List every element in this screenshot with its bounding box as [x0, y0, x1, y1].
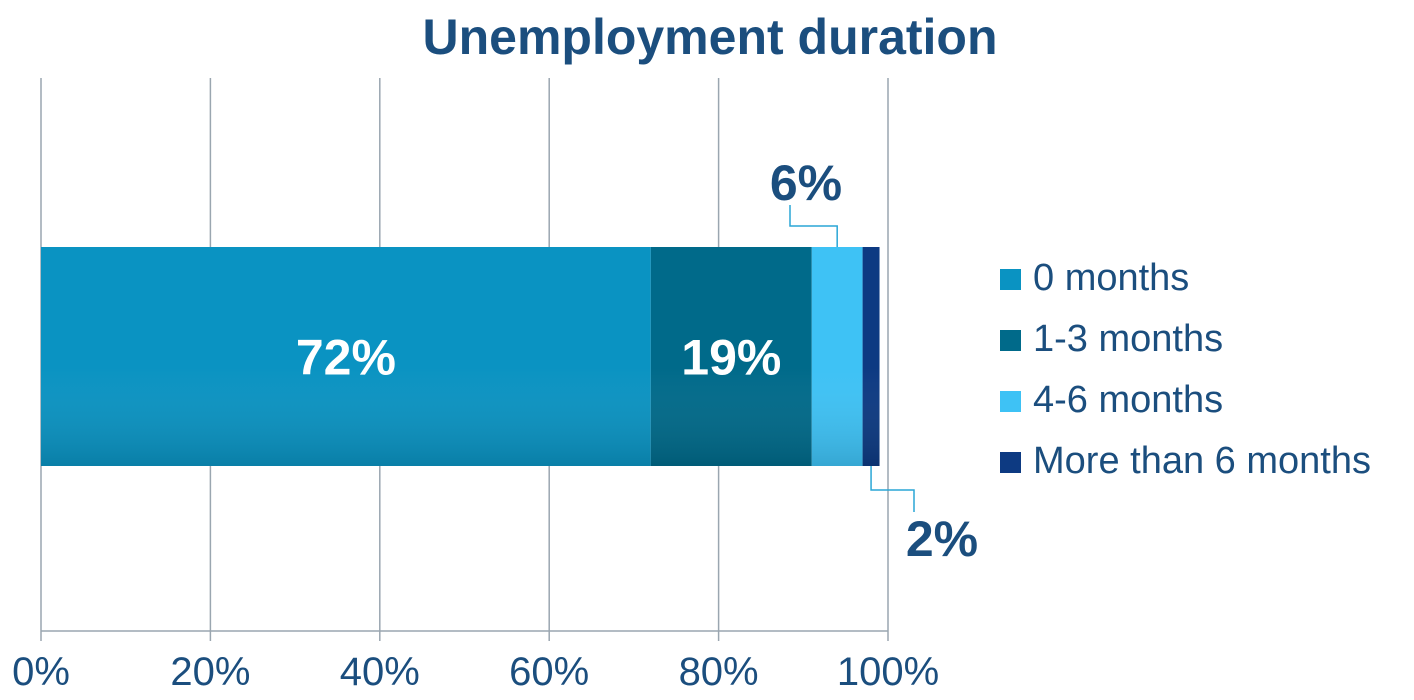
bar-segment-shade	[862, 247, 880, 466]
legend-label: More than 6 months	[1033, 440, 1371, 482]
leader-line	[789, 205, 838, 247]
x-tick-label: 80%	[679, 650, 759, 694]
legend-label: 1-3 months	[1033, 318, 1223, 360]
x-tick-label: 40%	[340, 650, 420, 694]
bar-segments	[41, 247, 880, 466]
legend-swatch	[1000, 452, 1021, 473]
data-label: 72%	[296, 330, 396, 386]
bar-segment-shade	[811, 247, 863, 466]
chart-title: Unemployment duration	[422, 9, 997, 65]
legend-label: 4-6 months	[1033, 379, 1223, 421]
x-tick-label: 20%	[170, 650, 250, 694]
data-label: 2%	[906, 511, 978, 567]
data-label: 19%	[681, 330, 781, 386]
bar-segment-shade	[41, 247, 651, 466]
legend-swatch	[1000, 330, 1021, 351]
legend-swatch	[1000, 269, 1021, 290]
legend-label: 0 months	[1033, 257, 1189, 299]
leader-line	[870, 466, 915, 512]
x-tick-label: 0%	[12, 650, 70, 694]
data-labels: 72% 19% 6% 2%	[296, 155, 978, 567]
x-tick-label: 100%	[837, 650, 939, 694]
x-axis-ticks: 0% 20% 40% 60% 80% 100%	[12, 650, 939, 694]
data-label: 6%	[770, 155, 842, 211]
legend-swatch	[1000, 391, 1021, 412]
bar-segment-shade	[650, 247, 812, 466]
legend: 0 months 1-3 months 4-6 months More than 6 …	[1000, 257, 1371, 482]
x-tick-label: 60%	[509, 650, 589, 694]
